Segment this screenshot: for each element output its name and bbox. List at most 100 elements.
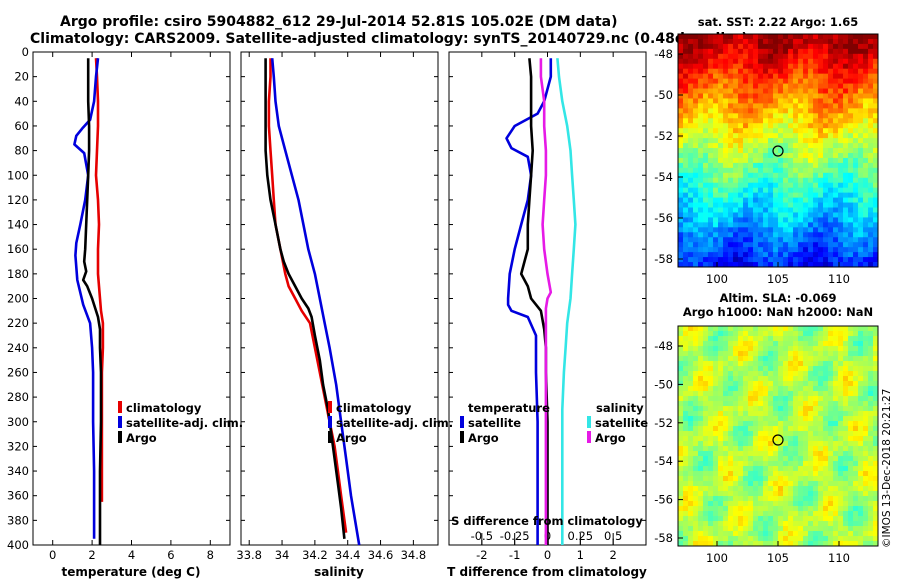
sst-cell xyxy=(863,182,869,189)
sla-cell xyxy=(803,376,809,382)
sst-cell xyxy=(778,68,784,75)
sst-cell xyxy=(773,167,779,174)
sst-cell xyxy=(753,157,759,164)
sst-cell xyxy=(808,197,814,203)
sla-cell xyxy=(833,361,839,367)
sla-cell xyxy=(863,391,869,397)
sst-cell xyxy=(693,78,699,84)
sla-cell xyxy=(783,471,789,477)
sst-cell xyxy=(848,98,854,104)
sst-cell xyxy=(798,152,804,159)
sla-cell xyxy=(788,416,794,422)
sst-cell xyxy=(743,148,749,154)
sst-cell xyxy=(698,237,704,243)
sla-cell xyxy=(718,481,724,487)
sla-cell xyxy=(683,471,689,477)
sla-cell xyxy=(738,446,744,452)
sla-cell xyxy=(813,451,819,457)
sst-cell xyxy=(758,83,764,89)
sst-cell xyxy=(838,172,844,179)
sla-cell xyxy=(698,496,704,502)
sla-cell xyxy=(803,506,809,512)
sla-cell xyxy=(833,411,839,417)
sla-cell xyxy=(838,416,844,422)
sla-cell xyxy=(778,331,784,337)
sst-cell xyxy=(798,38,804,45)
sla-cell xyxy=(863,411,869,417)
sla-cell xyxy=(768,396,774,402)
sst-cell xyxy=(788,43,794,50)
sla-cell xyxy=(768,506,774,512)
sla-cell xyxy=(718,501,724,507)
sst-cell xyxy=(738,123,744,129)
sst-cell xyxy=(763,182,769,189)
sla-cell xyxy=(748,346,754,352)
sla-cell xyxy=(788,536,794,542)
sst-cell xyxy=(808,48,814,55)
sst-cell xyxy=(733,78,739,84)
sla-cell xyxy=(813,481,819,487)
sst-cell xyxy=(823,167,829,174)
sst-cell xyxy=(773,177,779,184)
sst-cell xyxy=(688,53,694,60)
sla-cell xyxy=(848,351,854,357)
sst-cell xyxy=(778,133,784,139)
sst-cell xyxy=(758,227,764,233)
sla-cell xyxy=(763,346,769,352)
sst-cell xyxy=(838,177,844,184)
sst-cell xyxy=(858,98,864,104)
sst-cell xyxy=(813,58,819,65)
sla-cell xyxy=(743,461,749,467)
sst-cell xyxy=(813,152,819,159)
sst-cell xyxy=(783,73,789,80)
sst-cell xyxy=(848,103,854,109)
sla-cell xyxy=(708,511,714,517)
map-y-tick-label: -54 xyxy=(654,454,673,468)
sst-cell xyxy=(693,177,699,184)
sst-cell xyxy=(733,172,739,179)
sst-cell xyxy=(743,113,749,119)
sst-cell xyxy=(698,247,704,253)
sst-cell xyxy=(778,217,784,223)
sla-cell xyxy=(813,486,819,492)
sla-cell xyxy=(803,436,809,442)
sla-cell xyxy=(818,341,824,347)
sst-cell xyxy=(773,207,779,213)
sst-cell xyxy=(843,182,849,189)
sla-cell xyxy=(813,376,819,382)
sla-cell xyxy=(818,356,824,362)
sla-cell xyxy=(683,396,689,402)
salinity-legend: climatology satellite-adj. clim. Argo xyxy=(328,401,453,445)
sla-cell xyxy=(738,511,744,517)
sla-cell xyxy=(798,486,804,492)
sla-cell xyxy=(818,371,824,377)
sst-cell xyxy=(748,98,754,104)
sst-cell xyxy=(718,48,724,55)
sst-cell xyxy=(798,93,804,99)
sst-cell xyxy=(853,128,859,134)
sla-cell xyxy=(693,391,699,397)
sla-cell xyxy=(853,476,859,482)
sla-cell xyxy=(823,521,829,527)
sla-cell xyxy=(833,366,839,372)
sla-cell xyxy=(868,441,874,447)
sla-cell xyxy=(788,336,794,342)
sst-cell xyxy=(763,167,769,174)
x-tick-label: 8 xyxy=(207,548,214,562)
sst-cell xyxy=(873,197,879,203)
sla-cell xyxy=(768,386,774,392)
sst-cell xyxy=(753,192,759,198)
sla-cell xyxy=(813,526,819,532)
sla-cell xyxy=(823,476,829,482)
sst-cell xyxy=(693,252,699,258)
sla-cell xyxy=(793,531,799,537)
sla-cell xyxy=(698,491,704,497)
sla-cell xyxy=(703,381,709,387)
sla-cell xyxy=(863,486,869,492)
sst-cell xyxy=(848,242,854,248)
sla-cell xyxy=(738,491,744,497)
sla-cell xyxy=(748,356,754,362)
y-tick-label: 100 xyxy=(7,168,29,182)
sst-cell xyxy=(868,252,874,258)
sst-cell xyxy=(738,113,744,119)
